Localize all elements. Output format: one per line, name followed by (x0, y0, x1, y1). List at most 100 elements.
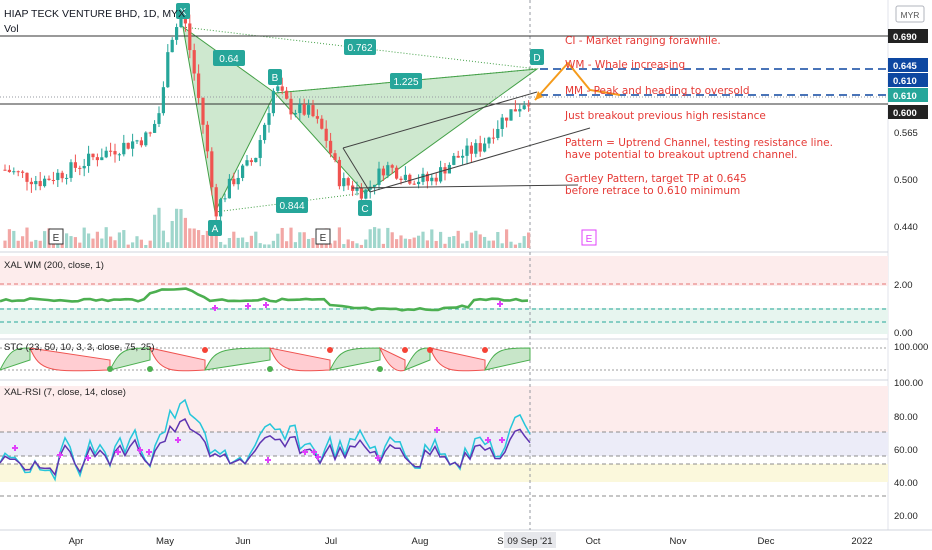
stc-dot (267, 366, 273, 372)
candle-body (500, 117, 504, 129)
ratio-badge (276, 197, 308, 213)
candle-body (192, 50, 196, 74)
volume-bar (355, 243, 359, 248)
pattern-point-label: B (272, 73, 279, 84)
candle-body (412, 183, 416, 185)
annotation-ci: CI - Market ranging forawhile. (565, 35, 721, 47)
candle-body (139, 140, 143, 146)
stc-dot (327, 347, 333, 353)
candle-body (157, 113, 161, 124)
candle-body (465, 145, 469, 156)
stc-dot (427, 347, 433, 353)
volume-bar (434, 240, 438, 248)
candle-body (91, 153, 95, 158)
volume-bar (474, 230, 478, 248)
time-tick-jul: Jul (325, 536, 337, 547)
candle-body (461, 155, 465, 158)
volume-bar (175, 208, 179, 248)
volume-bar (342, 244, 346, 248)
volume-bar (210, 232, 214, 248)
volume-bar (478, 234, 482, 248)
volume-bar (307, 238, 311, 248)
event-marker-1-label: E (53, 233, 60, 244)
candle-body (298, 104, 302, 114)
candle-body (135, 140, 139, 142)
volume-bar (293, 242, 297, 248)
candle-body (364, 189, 368, 199)
projection-path (534, 61, 621, 101)
ratio-badge (213, 50, 245, 66)
volume-bar (236, 237, 240, 248)
rsi-cross-mark (137, 447, 143, 453)
candle-body (377, 168, 381, 185)
candle-body (236, 177, 240, 185)
rsi-overbought-band (0, 386, 888, 432)
volume-bar (302, 232, 306, 248)
stc-dot (402, 347, 408, 353)
wm-cross-mark (263, 302, 269, 308)
candle-body (452, 155, 456, 165)
candle-body (425, 173, 429, 182)
time-tick-jun: Jun (235, 536, 250, 547)
rsi-cross-mark (315, 454, 321, 460)
volume-bar (131, 242, 135, 248)
time-cursor-badge (504, 532, 556, 548)
volume-bar (87, 233, 91, 248)
annotation-potential: have potential to breakout uptrend chann… (565, 149, 797, 161)
channel-lower-line (369, 127, 591, 193)
volume-bar (509, 241, 513, 248)
volume-bar (183, 217, 187, 248)
rsi-cross-mark (146, 449, 152, 455)
volume-bar (346, 239, 350, 248)
rsi-tick: 60.00 (894, 445, 918, 456)
candle-body (95, 157, 99, 161)
price-tick: 0.500 (894, 175, 918, 186)
volume-bar (298, 232, 302, 248)
volume-bar (329, 243, 333, 248)
candle-body (3, 169, 7, 171)
price-badge-label: 0.600 (893, 108, 917, 119)
volume-bar (465, 240, 469, 248)
time-tick-nov: Nov (670, 536, 687, 547)
candle-body (355, 187, 359, 191)
currency-badge[interactable] (895, 5, 925, 23)
event-marker-3[interactable] (581, 229, 597, 246)
event-marker-2[interactable] (315, 228, 331, 245)
time-tick-oct: Oct (586, 536, 601, 547)
candle-body (38, 181, 42, 187)
price-badge (888, 105, 928, 119)
candle-body (82, 165, 86, 169)
wm-indicator-label: XAL WM (200, close, 1) (4, 260, 104, 271)
candle-body (421, 173, 425, 182)
volume-bar (452, 236, 456, 248)
candle-body (117, 154, 121, 156)
event-marker-1[interactable] (48, 228, 64, 245)
volume-bar (21, 236, 25, 248)
volume-bar (43, 231, 47, 248)
price-tick: 0.440 (894, 222, 918, 233)
volume-bar (527, 232, 531, 248)
candles (3, 12, 531, 223)
volume-bar (487, 240, 491, 248)
volume-bar (443, 243, 447, 248)
volume-bar (232, 231, 236, 248)
candle-body (73, 162, 77, 168)
volume-bar (25, 227, 29, 248)
channel-upper-line (342, 91, 538, 149)
rsi-cross-mark (57, 452, 63, 458)
volume-bar (166, 242, 170, 248)
volume-bar (179, 209, 183, 248)
volume-bar (153, 214, 157, 248)
pattern-point-x (176, 3, 190, 19)
candle-body (16, 171, 20, 173)
projection-arrow-head (535, 91, 543, 100)
candle-body (104, 150, 108, 158)
candle-body (474, 143, 478, 154)
candle-body (439, 167, 443, 182)
volume-bar (505, 229, 509, 248)
support-base-line (351, 184, 579, 189)
pattern-point-d (530, 49, 544, 65)
wm-cross-mark (212, 305, 218, 311)
candle-body (232, 178, 236, 185)
candle-body (478, 143, 482, 152)
